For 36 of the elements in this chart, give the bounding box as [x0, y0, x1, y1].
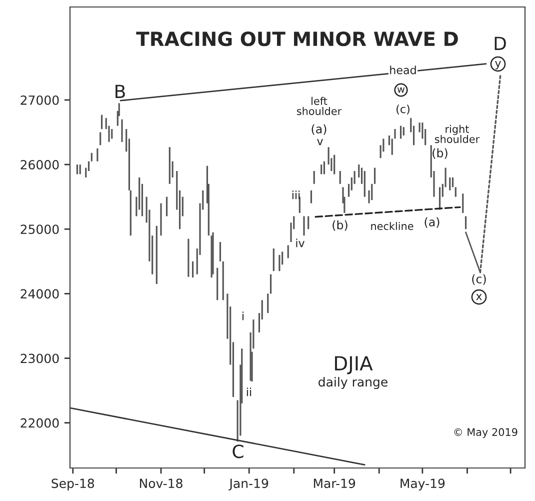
annotation: right shoulder	[434, 124, 480, 144]
annotation: (b)	[432, 148, 448, 159]
x-tick-label: Sep-18	[52, 478, 94, 491]
annotation: v	[317, 138, 323, 146]
annotation: x	[476, 294, 482, 300]
annotation: left shoulder	[296, 96, 342, 116]
x-tick-label: May-19	[400, 478, 445, 491]
annotation: i	[242, 312, 244, 320]
annotation: (c)	[472, 274, 486, 285]
annotation: (a)	[312, 124, 326, 135]
x-tick-label: Jan-19	[228, 478, 268, 490]
annotation: DJIA	[335, 356, 373, 374]
y-tick-label: 27000	[20, 95, 59, 105]
y-tick-label: 23000	[20, 354, 59, 364]
y-tick-label: 22000	[20, 418, 59, 428]
annotation: y	[495, 60, 501, 70]
annotation: neckline	[371, 222, 414, 230]
annotation: (a)	[424, 217, 440, 228]
x-tick-label: Mar-19	[314, 478, 356, 488]
x-tick-label: Nov-18	[140, 478, 182, 488]
annotation: D	[494, 36, 506, 50]
annotation: C	[232, 444, 244, 458]
annotation: ii	[246, 388, 252, 396]
text: TRACING OUT MINOR WAVE D	[136, 31, 458, 46]
annotation: (b)	[332, 220, 348, 231]
annotation: iv	[296, 238, 304, 248]
annotation: © May 2019	[454, 428, 518, 438]
annotation: head	[390, 66, 416, 74]
annotation: (c)	[396, 104, 410, 115]
annotation: w	[397, 87, 405, 93]
y-tick-label: 24000	[20, 289, 59, 299]
y-tick-label: 26000	[20, 160, 59, 170]
y-tick-label: 25000	[20, 224, 59, 234]
annotation: B	[116, 84, 125, 98]
annotation: daily range	[318, 376, 388, 390]
annotation: iii	[292, 190, 300, 200]
